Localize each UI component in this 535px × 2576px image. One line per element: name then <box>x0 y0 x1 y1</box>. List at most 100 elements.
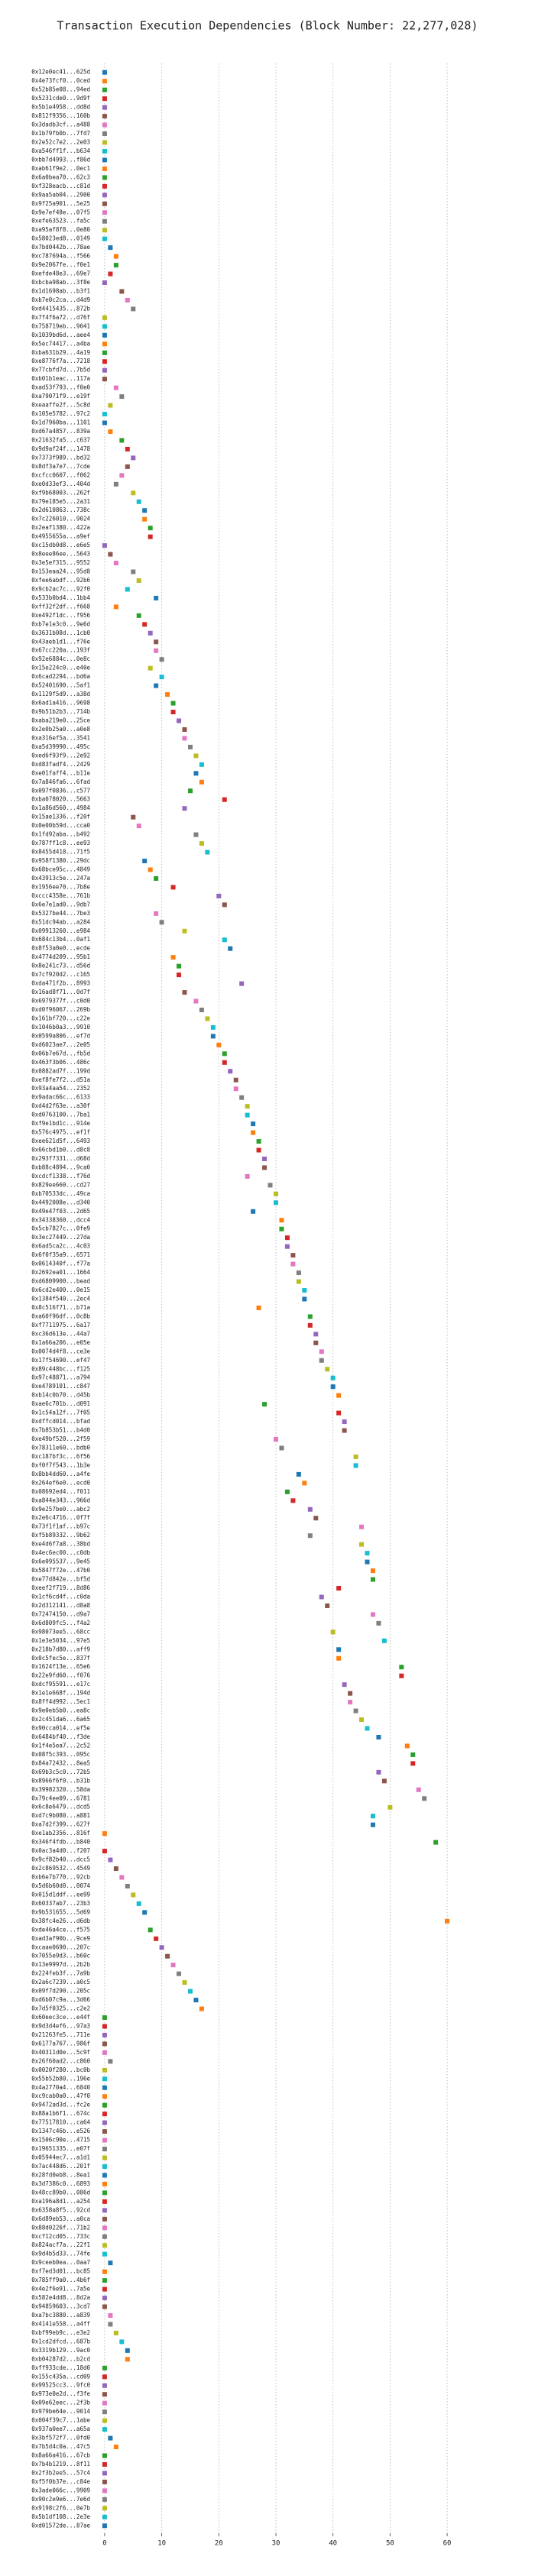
y-tick-label: 0x4955655a...a9ef <box>31 533 90 540</box>
dependency-marker <box>119 473 125 478</box>
dependency-marker <box>102 2409 107 2415</box>
y-tick-label: 0x7cf920d2...c165 <box>31 971 90 978</box>
y-tick-label: 0x2c451da6...6a65 <box>31 1716 90 1723</box>
dependency-marker <box>136 578 141 583</box>
y-tick-label: 0x06b7e67d...fb5d <box>31 1050 90 1057</box>
dependency-marker <box>102 2479 107 2484</box>
y-tick-label: 0xa79071f9...e19f <box>31 393 90 400</box>
dependency-marker <box>342 1428 347 1433</box>
dependency-marker <box>113 263 118 268</box>
dependency-marker <box>102 2190 107 2196</box>
x-tick-label: 0 <box>102 2540 106 2548</box>
y-tick-label: 0x22e9fd60...f076 <box>31 1672 90 1679</box>
dependency-marker <box>102 166 107 171</box>
dependency-marker <box>336 1647 342 1652</box>
dependency-marker <box>376 1620 381 1626</box>
dependency-marker <box>199 762 204 767</box>
dependency-marker <box>410 1761 416 1766</box>
y-tick-label: 0x7373f989...bd32 <box>31 454 90 461</box>
y-tick-label: 0x8df3a7e7...7cde <box>31 463 90 470</box>
y-tick-label: 0x1cf6cd4f...c0da <box>31 1593 90 1600</box>
y-tick-label: 0xff32f2df...f668 <box>31 603 90 610</box>
y-tick-label: 0xff933cde...18d0 <box>31 2364 90 2371</box>
y-tick-label: 0x9b531655...5d69 <box>31 1908 90 1915</box>
y-tick-label: 0xd0763100...7ba1 <box>31 1112 90 1118</box>
y-tick-label: 0xad53f793...f0e0 <box>31 384 90 391</box>
y-tick-label: 0x684c13b4...0af1 <box>31 936 90 943</box>
y-tick-label: 0x7bd0442b...78ae <box>31 244 90 251</box>
dependency-marker <box>256 1305 261 1310</box>
x-tick-label: 10 <box>157 2540 166 2548</box>
dependency-marker <box>102 2085 107 2090</box>
y-tick-label: 0xa60f96df...0c8b <box>31 1312 90 1319</box>
dependency-marker <box>416 1787 421 1792</box>
dependency-marker <box>284 1235 290 1241</box>
dependency-marker <box>102 2015 107 2021</box>
y-tick-label: 0x0c5fec5e...837f <box>31 1655 90 1662</box>
y-tick-label: 0x264ef6e0...ecd0 <box>31 1479 90 1486</box>
y-tick-label: 0xdcf95591...e17c <box>31 1681 90 1688</box>
dependency-marker <box>142 1910 148 1915</box>
dependency-marker <box>290 1261 296 1267</box>
y-tick-label: 0x05944ec7...a1d1 <box>31 2154 90 2161</box>
y-tick-label: 0xe4d6f7a8...38bd <box>31 1541 90 1548</box>
y-tick-label: 0x6cad2294...bd6a <box>31 673 90 680</box>
dependency-marker <box>193 771 199 776</box>
dependency-marker <box>170 885 176 890</box>
dependency-marker <box>102 96 107 102</box>
y-tick-label: 0x77517810...ca64 <box>31 2119 90 2126</box>
dependency-marker <box>210 1034 216 1039</box>
dependency-marker <box>102 332 107 338</box>
y-tick-label: 0x60eec3ce...e44f <box>31 2014 90 2021</box>
dependency-marker <box>342 1682 347 1688</box>
dependency-marker <box>102 2076 107 2082</box>
y-tick-label: 0x79e185e5...2a31 <box>31 498 90 505</box>
dependency-marker <box>131 814 136 820</box>
y-tick-label: 0x40311d0e...5c9f <box>31 2049 90 2056</box>
y-tick-label: 0xd67a4857...839a <box>31 428 90 435</box>
y-tick-label: 0x6e095537...9e45 <box>31 1558 90 1565</box>
dependency-marker <box>422 1796 427 1801</box>
y-tick-label: 0x48cc89b0...086d <box>31 2189 90 2196</box>
y-tick-label: 0xc36d613e...44a7 <box>31 1330 90 1337</box>
dependency-marker <box>370 1568 375 1574</box>
dependency-marker <box>102 2225 107 2231</box>
y-tick-label: 0x8a66a416...67cb <box>31 2452 90 2459</box>
y-tick-label: 0x88d0226f...71b2 <box>31 2224 90 2231</box>
y-tick-label: 0x39982320...58da <box>31 1786 90 1793</box>
dependency-marker <box>113 481 118 487</box>
y-tick-label: 0x533b0bd4...1bb4 <box>31 594 90 601</box>
y-tick-label: 0xbcba98ab...3f8e <box>31 279 90 286</box>
dependency-marker <box>445 1918 450 1924</box>
y-tick-label: 0xb7e1e3c0...9e6d <box>31 620 90 627</box>
dependency-marker <box>170 955 176 960</box>
y-tick-label: 0x16ad8f71...0d7f <box>31 989 90 995</box>
y-tick-label: 0x51dc94ab...a284 <box>31 918 90 925</box>
y-tick-label: 0xb04287d2...b2cd <box>31 2355 90 2362</box>
y-tick-label: 0xa5d39990...495c <box>31 743 90 750</box>
dependency-marker <box>102 87 107 92</box>
dependency-marker <box>313 1516 319 1521</box>
y-tick-label: 0x19651335...e07f <box>31 2145 90 2152</box>
dependency-marker <box>182 727 187 732</box>
dependency-marker <box>290 1498 296 1503</box>
dependency-marker <box>410 1752 416 1757</box>
dependency-marker <box>102 315 107 320</box>
dependency-marker <box>330 1375 336 1380</box>
dependency-marker <box>262 1156 268 1161</box>
y-tick-label: 0x153eaa24...95d8 <box>31 568 90 575</box>
dependency-marker <box>102 218 107 224</box>
dependency-marker <box>251 1209 256 1214</box>
dependency-marker <box>148 665 153 671</box>
chart-title: Transaction Execution Dependencies (Bloc… <box>57 19 478 33</box>
y-tick-label: 0x79c4ee09...6781 <box>31 1794 90 1801</box>
dependency-marker <box>279 1226 284 1231</box>
y-tick-label: 0x99525cc3...9fc0 <box>31 2382 90 2389</box>
y-tick-label: 0x89c448bc...f125 <box>31 1365 90 1372</box>
y-tick-label: 0x0614340f...f77a <box>31 1260 90 1267</box>
y-tick-label: 0x576c4975...ef1f <box>31 1129 90 1136</box>
x-tick-label: 20 <box>215 2540 223 2548</box>
y-tick-label: 0x3631b08d...1cb0 <box>31 629 90 636</box>
y-tick-label: 0x7ac448d6...201f <box>31 2163 90 2170</box>
y-tick-label: 0x21632fa5...c637 <box>31 436 90 443</box>
